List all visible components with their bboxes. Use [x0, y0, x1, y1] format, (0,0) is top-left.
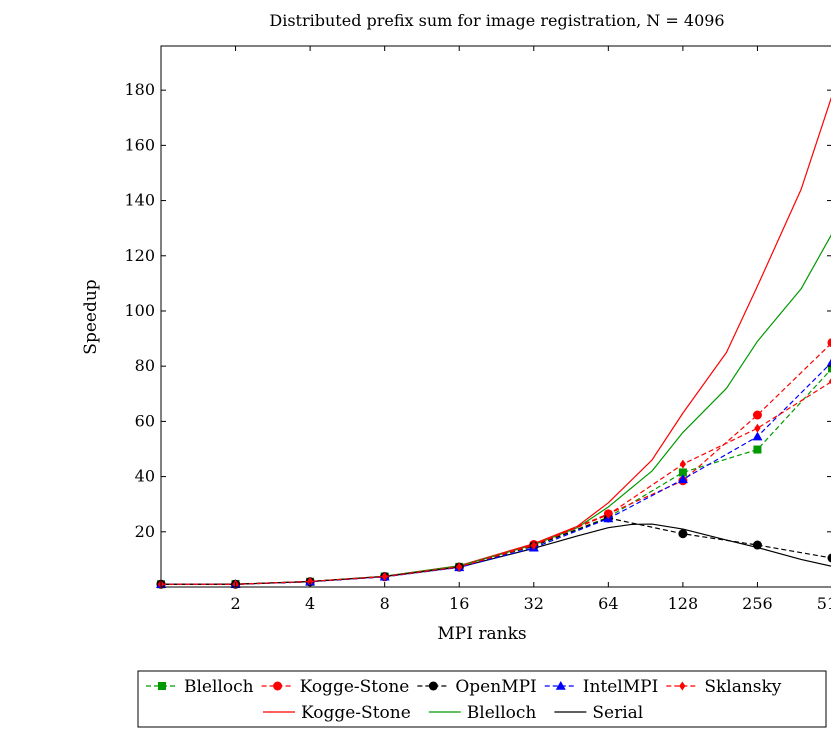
x-tick-label: 16 [449, 594, 469, 613]
data-point-kogge-stone [827, 338, 831, 348]
data-point-sklansky [381, 572, 388, 582]
data-point-kogge-stone [752, 410, 762, 420]
legend-label: IntelMPI [583, 677, 659, 697]
y-axis-label: Speedup [81, 279, 101, 354]
series-line-openmpi-measured [161, 517, 831, 585]
x-axis-label: MPI ranks [437, 624, 526, 644]
data-point-intelmpi [677, 474, 688, 484]
legend-label: Blelloch [467, 703, 537, 723]
x-tick-label: 512 [817, 594, 831, 613]
series-line-sklansky-measured [161, 381, 831, 585]
y-tick-label: 120 [124, 246, 155, 265]
y-tick-label: 80 [135, 356, 155, 375]
data-point-openmpi [752, 540, 762, 550]
data-point-sklansky [754, 423, 761, 433]
y-tick-label: 40 [135, 467, 155, 486]
legend-marker-blelloch [158, 682, 166, 690]
legend-marker-kogge-stone [273, 681, 283, 691]
data-point-sklansky [306, 576, 314, 586]
data-point-sklansky [456, 562, 463, 572]
legend-label: Blelloch [184, 677, 254, 697]
data-point-blelloch [678, 468, 687, 477]
x-axis: 2 4 8 16 32 64 128 256 512 [230, 46, 831, 613]
series-line-intelmpi-measured [161, 362, 831, 585]
data-point-blelloch [828, 364, 831, 373]
y-tick-label: 160 [124, 135, 155, 154]
x-tick-label: 8 [380, 594, 390, 613]
data-point-sklansky [828, 378, 831, 385]
series-line-kogge-stone-model [161, 96, 831, 585]
data-point-sklansky [605, 510, 612, 520]
chart-title: Distributed prefix sum for image registr… [269, 11, 724, 30]
x-tick-label: 128 [668, 594, 699, 613]
legend-label: Sklansky [704, 677, 781, 697]
plot-frame [160, 45, 831, 588]
y-axis: 20 40 60 80 100 120 140 160 180 [124, 80, 831, 541]
legend-label: OpenMPI [455, 677, 536, 697]
x-tick-label: 4 [305, 594, 315, 613]
data-point-intelmpi [752, 431, 763, 441]
x-tick-label: 2 [230, 594, 240, 613]
legend-label: Kogge-Stone [301, 703, 411, 723]
legend-marker-intelmpi [555, 681, 566, 690]
legend-box [137, 670, 827, 728]
series-line-kogge-stone-measured [161, 342, 831, 585]
data-point-openmpi [678, 529, 688, 539]
data-point-sklansky [530, 540, 537, 550]
x-tick-label: 32 [524, 594, 544, 613]
series-line-serial-model [161, 523, 831, 585]
y-tick-label: 180 [124, 80, 155, 99]
legend-marker-openmpi [428, 681, 438, 691]
legend-marker-sklansky [679, 681, 686, 691]
y-tick-label: 100 [124, 301, 155, 320]
plot-area [156, 96, 831, 589]
legend: Blelloch Kogge-Stone OpenMPI IntelMPI Sklans… [137, 670, 827, 728]
y-tick-label: 60 [135, 411, 155, 430]
y-tick-label: 20 [135, 522, 155, 541]
x-tick-label: 256 [742, 594, 773, 613]
legend-label: Serial [592, 703, 643, 723]
data-point-openmpi [827, 553, 831, 563]
series-line-blelloch-model [161, 234, 831, 585]
x-tick-label: 64 [598, 594, 618, 613]
data-point-sklansky [679, 459, 687, 469]
legend-label: Kogge-Stone [300, 677, 410, 697]
series-line-blelloch-measured [160, 368, 831, 585]
data-point-intelmpi [827, 358, 831, 366]
data-point-blelloch [753, 445, 762, 454]
y-tick-label: 140 [124, 191, 155, 210]
